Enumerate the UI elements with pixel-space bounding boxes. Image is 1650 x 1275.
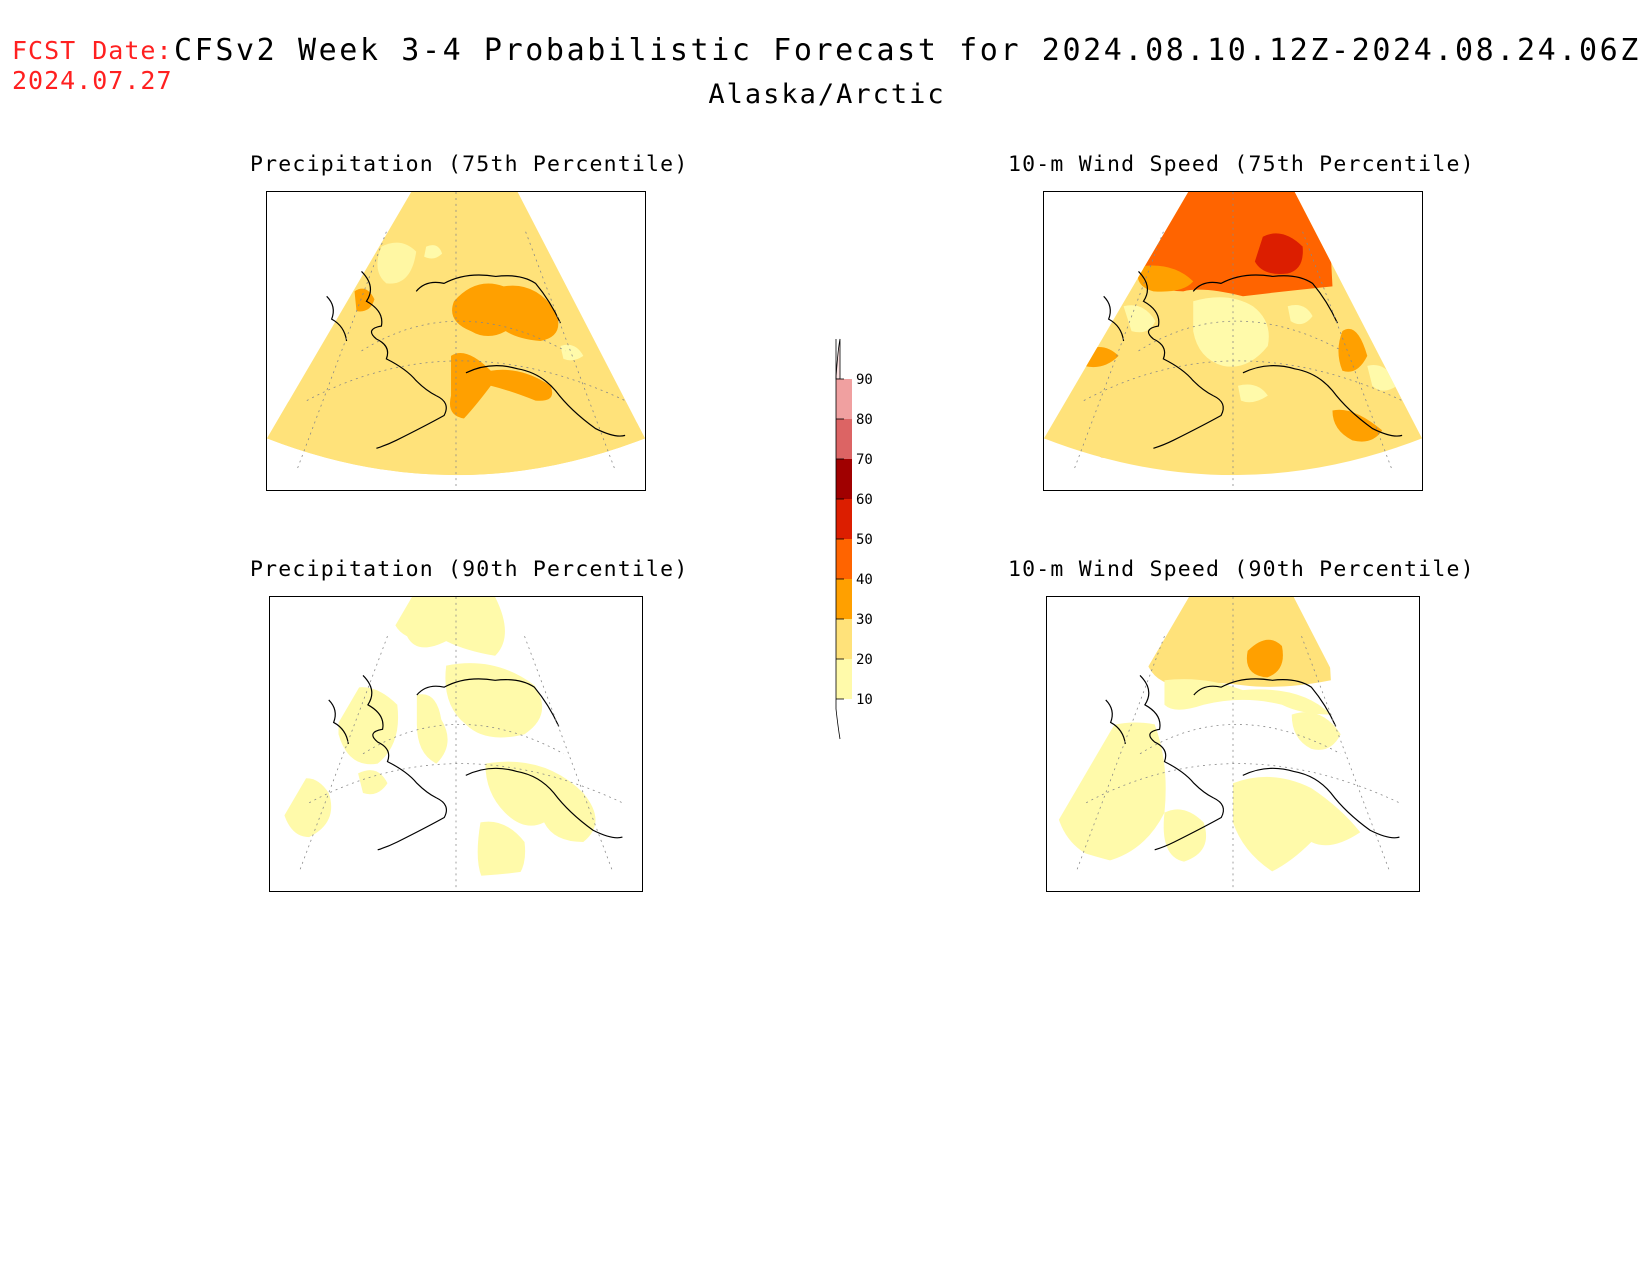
region-subtitle: Alaska/Arctic	[0, 78, 1650, 112]
colorbar-swatch-40	[836, 539, 852, 579]
map-wind-90	[1046, 596, 1420, 892]
map-precip-90	[269, 596, 643, 892]
colorbar-swatch-80	[836, 379, 852, 419]
colorbar-swatch-10	[836, 659, 852, 699]
colorbar-label-70: 70	[856, 452, 873, 468]
map-precip-75	[266, 191, 646, 491]
panel-title-precip-90: Precipitation (90th Percentile)	[250, 557, 689, 582]
colorbar-label-40: 40	[856, 572, 873, 588]
colorbar-label-60: 60	[856, 492, 873, 508]
main-title: CFSv2 Week 3-4 Probabilistic Forecast fo…	[174, 33, 1641, 68]
panel-title-wind-75: 10-m Wind Speed (75th Percentile)	[1008, 152, 1475, 177]
map-wind-75	[1043, 191, 1423, 491]
colorbar	[826, 335, 886, 745]
colorbar-swatch-30	[836, 579, 852, 619]
fcst-date-value: 2024.07.27	[12, 66, 173, 95]
panel-title-precip-75: Precipitation (75th Percentile)	[250, 152, 689, 177]
region-subtitle-text: Alaska/Arctic	[708, 79, 946, 110]
colorbar-label-20: 20	[856, 652, 873, 668]
colorbar-label-30: 30	[856, 612, 873, 628]
colorbar-swatch-20	[836, 619, 852, 659]
colorbar-swatch-70	[836, 419, 852, 459]
colorbar-label-50: 50	[856, 532, 873, 548]
colorbar-swatch-60	[836, 459, 852, 499]
panel-title-wind-90: 10-m Wind Speed (90th Percentile)	[1008, 557, 1475, 582]
colorbar-swatch-50	[836, 499, 852, 539]
colorbar-label-10: 10	[856, 692, 873, 708]
colorbar-label-80: 80	[856, 412, 873, 428]
colorbar-label-90: 90	[856, 372, 873, 388]
fcst-date-label: FCST Date:	[12, 36, 173, 65]
